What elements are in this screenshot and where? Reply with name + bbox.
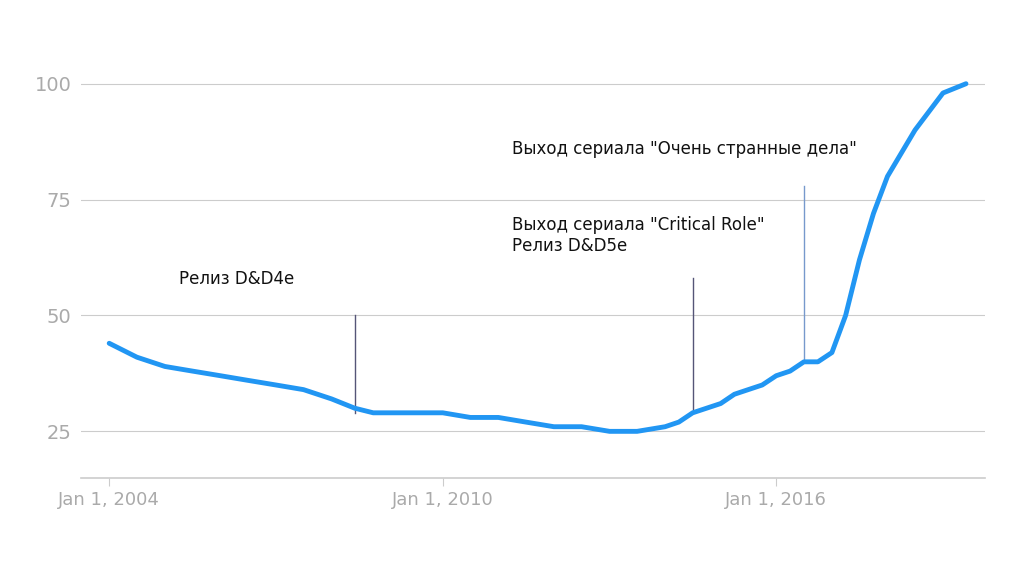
Text: Выход сериала "Critical Role"
Релиз D&D5e: Выход сериала "Critical Role" Релиз D&D5… (512, 216, 764, 255)
Text: Релиз D&D4e: Релиз D&D4e (179, 270, 294, 288)
Text: Выход сериала "Очень странные дела": Выход сериала "Очень странные дела" (512, 140, 857, 158)
